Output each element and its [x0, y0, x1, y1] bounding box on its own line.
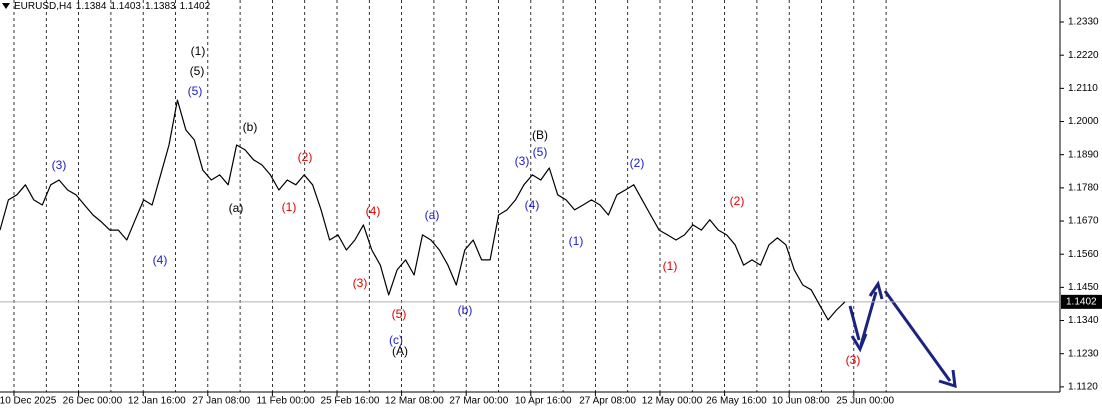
y-tick-label: 1.1450: [1068, 282, 1099, 293]
y-tick-label: 1.1340: [1068, 315, 1099, 326]
ohlc-value: 1.1383: [145, 1, 176, 12]
wave-label: (4): [525, 198, 540, 212]
wave-label: (1): [569, 234, 584, 248]
arrow-head: [868, 280, 884, 300]
wave-label: (b): [243, 120, 258, 134]
wave-label: (a): [425, 208, 440, 222]
symbol: EURUSD,H4: [14, 1, 72, 12]
y-tick-label: 1.1230: [1068, 348, 1099, 359]
last-price-label: 1.1402: [1066, 296, 1097, 307]
x-tick-label: 26 Dec 00:00: [63, 396, 123, 407]
collapse-icon[interactable]: [2, 3, 10, 9]
wave-label: (3): [353, 276, 368, 290]
wave-label: (2): [298, 150, 313, 164]
wave-label: (A): [392, 344, 408, 358]
x-tick-label: 25 Feb 16:00: [321, 396, 380, 407]
x-tick-label: 26 May 16:00: [706, 396, 767, 407]
x-tick-label: 12 Mar 08:00: [385, 396, 444, 407]
wave-label: (5): [190, 64, 205, 78]
wave-label: (1): [282, 200, 297, 214]
x-tick-label: 27 Apr 08:00: [579, 396, 636, 407]
forecast-arrows: [848, 280, 957, 389]
x-tick-label: 10 Apr 16:00: [515, 396, 572, 407]
x-tick-label: 25 Jun 00:00: [836, 396, 894, 407]
y-tick-label: 1.2110: [1068, 83, 1098, 94]
x-tick-label: 12 Jan 16:00: [128, 396, 186, 407]
x-tick-label: 11 Feb 00:00: [256, 396, 315, 407]
wave-label: (3): [52, 158, 67, 172]
last-price-box: [1061, 294, 1102, 309]
wave-label: (2): [630, 156, 645, 170]
arrow: [848, 305, 861, 341]
x-tick-label: 10 Jun 08:00: [772, 396, 830, 407]
wave-label: (4): [366, 204, 381, 218]
period-separators: [13, 0, 887, 392]
ohlc-value: 1.1403: [110, 1, 141, 12]
wave-label: (3): [515, 154, 530, 168]
wave-label: (5): [188, 84, 203, 98]
x-tick-label: 12 May 00:00: [642, 396, 703, 407]
arrow: [883, 290, 952, 382]
wave-label: (c): [389, 333, 403, 347]
symbol-header: EURUSD,H4 1.1384 1.1403 1.1383 1.1402: [14, 1, 211, 12]
y-tick-label: 1.2330: [1068, 17, 1099, 28]
wave-label: (B): [532, 128, 548, 142]
x-tick-label: 27 Jan 08:00: [192, 396, 250, 407]
wave-label: (1): [191, 44, 206, 58]
y-tick-label: 1.1670: [1068, 216, 1099, 227]
y-tick-label: 1.2220: [1068, 50, 1099, 61]
wave-label: (5): [392, 307, 407, 321]
x-tick-label: 27 Mar 00:00: [449, 396, 508, 407]
y-tick-label: 1.1890: [1068, 149, 1099, 160]
wave-label: (a): [229, 201, 244, 215]
wave-label: (5): [533, 145, 548, 159]
arrow-head: [938, 369, 957, 389]
wave-label: (4): [153, 253, 168, 267]
arrow: [859, 291, 878, 346]
y-tick-label: 1.2000: [1068, 116, 1099, 127]
y-tick-label: 1.1120: [1068, 382, 1098, 393]
x-tick-label: 10 Dec 2025: [0, 396, 57, 407]
price-line: [0, 99, 846, 321]
y-tick-label: 1.1780: [1068, 182, 1099, 193]
y-tick-label: 1.1560: [1068, 249, 1099, 260]
ohlc-value: 1.1384: [76, 1, 107, 12]
wave-label: (3): [846, 353, 861, 367]
wave-label: (1): [663, 259, 678, 273]
wave-label: (2): [730, 194, 745, 208]
ohlc-value: 1.1402: [180, 1, 211, 12]
wave-label: (b): [458, 303, 473, 317]
